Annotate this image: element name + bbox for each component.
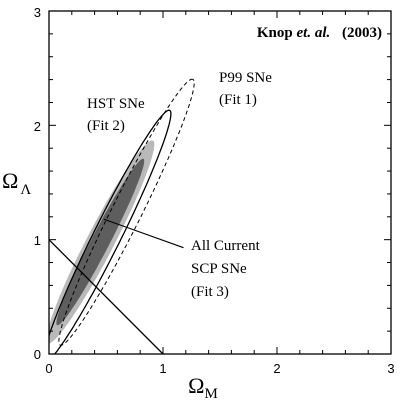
axis-ticks bbox=[48, 10, 392, 355]
annotation-scp-line-2: SCP SNe bbox=[191, 261, 247, 277]
annotation-leader-line bbox=[103, 218, 184, 249]
annotation-p99: P99 SNe (Fit 1) bbox=[219, 70, 276, 108]
x-tick-label-0: 0 bbox=[45, 361, 52, 376]
reference-lines bbox=[49, 218, 184, 354]
p99-contour bbox=[58, 78, 195, 346]
annotation-scp-line-1: All Current bbox=[191, 238, 261, 254]
annotation-hst-line-2: (Fit 2) bbox=[87, 118, 125, 134]
annotation-p99-line-1: P99 SNe bbox=[219, 70, 272, 86]
credit-year: (2003) bbox=[342, 25, 382, 41]
annotation-scp: All Current SCP SNe (Fit 3) bbox=[191, 238, 264, 300]
x-axis-symbol: Ω bbox=[188, 373, 204, 398]
x-axis-subscript: M bbox=[205, 386, 218, 400]
x-tick-label-2: 2 bbox=[273, 361, 280, 376]
annotation-hst-line-1: HST SNe bbox=[87, 96, 145, 112]
confidence-contours bbox=[49, 78, 195, 354]
credit-label: Knop et. al. (2003) bbox=[257, 25, 382, 41]
scp-inner-contour bbox=[56, 158, 145, 326]
x-tick-label-1: 1 bbox=[159, 361, 166, 376]
annotation-scp-line-3: (Fit 3) bbox=[191, 284, 229, 300]
x-tick-label-3: 3 bbox=[387, 361, 394, 376]
y-tick-label-0: 0 bbox=[34, 347, 41, 362]
hst-contour bbox=[49, 109, 172, 354]
credit-author: Knop bbox=[257, 25, 293, 41]
flat-universe-line bbox=[49, 239, 164, 354]
y-tick-label-1: 1 bbox=[34, 233, 41, 248]
x-axis-label: ΩM bbox=[188, 373, 218, 400]
y-tick-label-2: 2 bbox=[34, 119, 41, 134]
annotation-p99-line-2: (Fit 1) bbox=[219, 92, 257, 108]
y-axis-subscript: Λ bbox=[20, 182, 31, 198]
credit-etal: et. al. bbox=[297, 25, 331, 41]
plot-frame bbox=[48, 10, 392, 355]
y-axis-symbol: Ω bbox=[2, 168, 18, 193]
y-tick-label-3: 3 bbox=[34, 5, 41, 20]
annotation-hst: HST SNe (Fit 2) bbox=[87, 96, 148, 134]
